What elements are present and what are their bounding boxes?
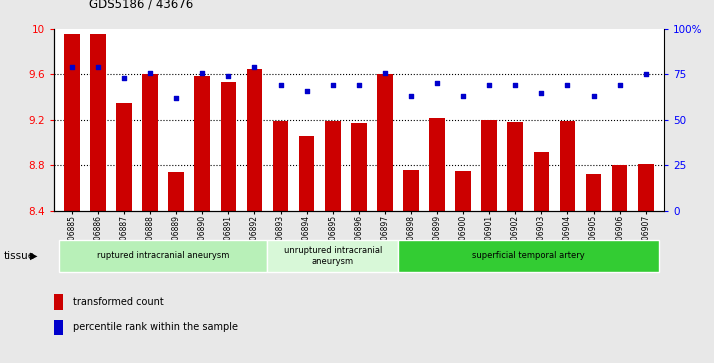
Point: [483, 82, 495, 88]
Bar: [533, 152, 549, 211]
Point: [92, 64, 104, 70]
Point: [536, 90, 547, 95]
Point: [144, 70, 156, 76]
Bar: [638, 164, 653, 211]
Bar: [64, 33, 80, 211]
Bar: [403, 170, 419, 211]
Text: unruptured intracranial
aneurysm: unruptured intracranial aneurysm: [283, 246, 382, 266]
Point: [588, 93, 599, 99]
Bar: [298, 136, 314, 211]
Bar: [612, 165, 628, 211]
Text: superficial temporal artery: superficial temporal artery: [472, 252, 585, 260]
Bar: [481, 120, 497, 211]
Bar: [273, 121, 288, 211]
Bar: [429, 118, 445, 211]
Bar: [90, 33, 106, 211]
Point: [431, 81, 443, 86]
Bar: [377, 74, 393, 211]
Point: [223, 73, 234, 79]
Bar: [221, 82, 236, 211]
Bar: [325, 121, 341, 211]
FancyBboxPatch shape: [268, 240, 398, 272]
Bar: [246, 69, 262, 211]
Bar: [585, 174, 601, 211]
Bar: [351, 123, 366, 211]
Bar: [456, 171, 471, 211]
Text: GDS5186 / 43676: GDS5186 / 43676: [89, 0, 193, 11]
Text: ruptured intracranial aneurysm: ruptured intracranial aneurysm: [97, 252, 229, 260]
Point: [640, 72, 651, 77]
Point: [248, 64, 260, 70]
Point: [458, 93, 469, 99]
Text: percentile rank within the sample: percentile rank within the sample: [74, 322, 238, 333]
Point: [119, 75, 130, 81]
Point: [406, 93, 417, 99]
Point: [353, 82, 365, 88]
Bar: [194, 76, 210, 211]
Point: [562, 82, 573, 88]
Point: [171, 95, 182, 101]
Point: [614, 82, 625, 88]
Bar: [54, 294, 63, 310]
Point: [66, 64, 78, 70]
Bar: [54, 320, 63, 335]
Bar: [508, 122, 523, 211]
Text: transformed count: transformed count: [74, 297, 164, 307]
Text: ▶: ▶: [30, 251, 38, 261]
Text: tissue: tissue: [4, 251, 35, 261]
FancyBboxPatch shape: [59, 240, 268, 272]
Point: [275, 82, 286, 88]
Bar: [169, 172, 184, 211]
Point: [510, 82, 521, 88]
Bar: [116, 103, 132, 211]
FancyBboxPatch shape: [398, 240, 659, 272]
Bar: [560, 121, 575, 211]
Point: [379, 70, 391, 76]
Point: [327, 82, 338, 88]
Point: [301, 88, 312, 94]
Bar: [142, 74, 158, 211]
Point: [196, 70, 208, 76]
